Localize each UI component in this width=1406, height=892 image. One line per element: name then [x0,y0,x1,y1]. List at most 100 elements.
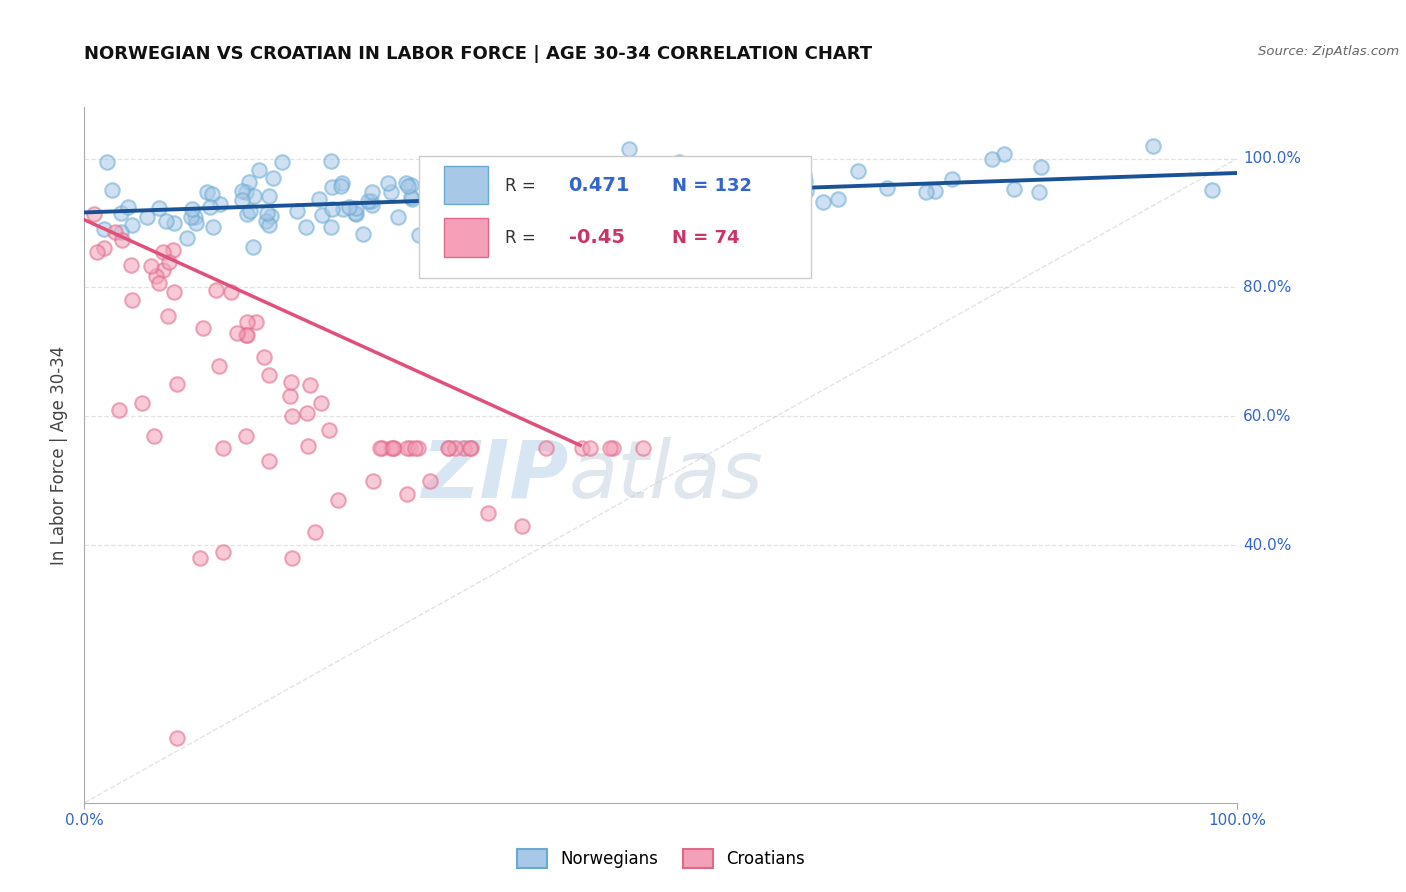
Point [914,186,936,200]
Point [131,396,153,410]
Point [980,152,1002,166]
Point [993,147,1015,161]
Point [634,162,657,177]
Point [401,190,423,204]
Point [304,525,326,540]
Point [717,230,740,244]
Point [195,185,218,199]
Point [398,442,420,456]
Point [1031,160,1053,174]
Point [294,219,316,234]
FancyBboxPatch shape [419,156,811,277]
Point [285,204,308,219]
Point [104,225,127,239]
Point [394,176,416,190]
Point [437,442,460,456]
Point [231,193,253,207]
Point [93,221,115,235]
Point [440,200,463,214]
Point [382,442,405,456]
Point [243,189,266,203]
Point [498,178,520,192]
Point [744,175,766,189]
Point [381,442,404,456]
Point [790,192,813,206]
Point [152,263,174,277]
Point [419,474,441,488]
Point [467,230,489,244]
Point [794,174,817,188]
Point [1028,185,1050,199]
Point [208,359,231,373]
Point [205,283,228,297]
Point [406,442,429,456]
Point [311,208,333,222]
Point [176,231,198,245]
Point [211,544,233,558]
Point [404,442,426,456]
Point [329,178,352,193]
Point [401,192,423,206]
Point [463,178,485,192]
Point [297,439,319,453]
Point [257,368,280,383]
Point [752,196,775,211]
Point [432,187,454,202]
Point [523,185,546,199]
Point [254,214,277,228]
Point [181,202,204,216]
Point [93,241,115,255]
Text: Source: ZipAtlas.com: Source: ZipAtlas.com [1258,45,1399,58]
Point [396,178,419,193]
Point [83,207,105,221]
Point [453,442,475,456]
Point [555,186,578,201]
Text: 80.0%: 80.0% [1243,280,1292,295]
Point [575,184,598,198]
Point [162,243,184,257]
Text: R =: R = [505,177,536,194]
Point [257,189,280,203]
Point [121,218,143,232]
Text: 100.0%: 100.0% [1243,151,1301,166]
Point [633,442,655,456]
Point [321,202,343,216]
Point [846,164,869,178]
Point [613,203,636,218]
Point [110,206,132,220]
Point [111,234,134,248]
Point [236,207,259,221]
Point [941,172,963,186]
Point [155,214,177,228]
Point [399,178,422,193]
Point [260,209,283,223]
Point [148,276,170,290]
Point [617,213,640,227]
Point [148,202,170,216]
Text: R =: R = [505,229,536,247]
Point [603,187,626,202]
Text: -0.45: -0.45 [568,228,624,247]
Point [460,442,482,456]
Point [415,193,437,207]
Point [101,183,124,197]
Point [163,216,186,230]
Point [619,142,641,156]
Point [120,258,142,272]
Point [235,428,257,442]
Point [319,220,342,235]
Point [380,442,402,456]
Point [236,315,259,329]
Point [668,154,690,169]
Point [650,165,672,179]
Point [309,396,332,410]
Point [139,259,162,273]
Point [326,493,349,508]
Point [371,442,394,456]
Point [501,176,523,190]
Point [110,225,132,239]
Legend: Norwegians, Croatians: Norwegians, Croatians [510,842,811,874]
Point [387,210,409,224]
Point [236,327,259,342]
Text: 40.0%: 40.0% [1243,538,1292,553]
